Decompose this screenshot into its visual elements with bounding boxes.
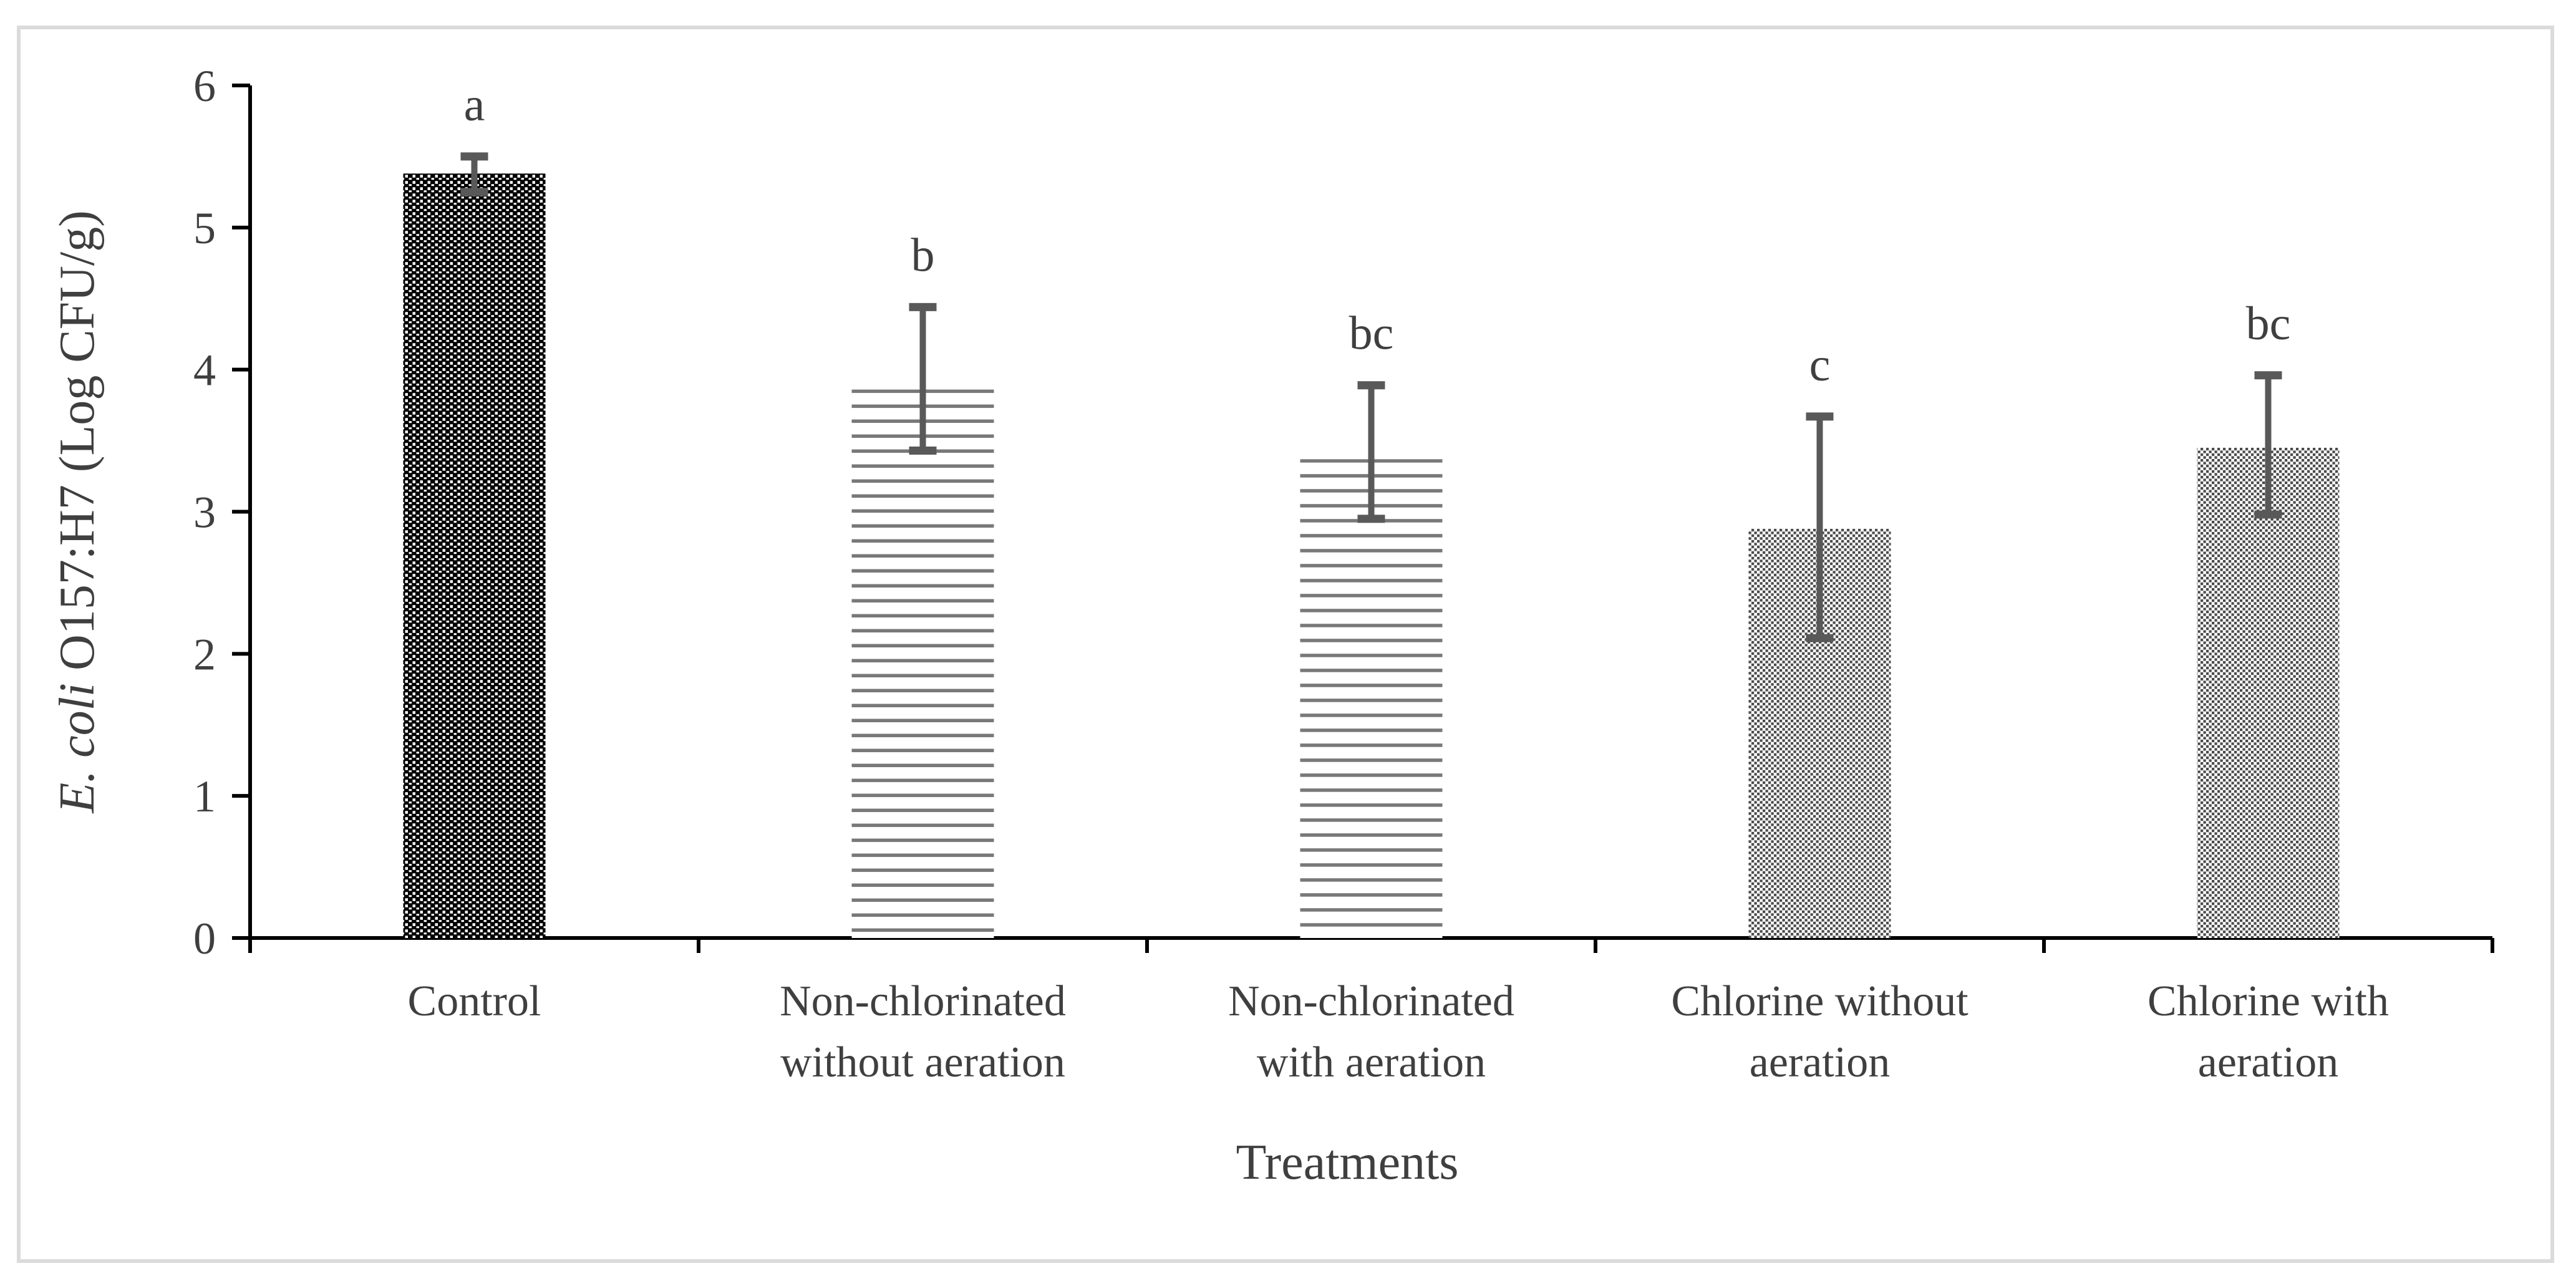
y-tick-label: 1	[193, 771, 216, 821]
y-axis-title-rest: O157:H7 (Log CFU/g)	[50, 210, 105, 683]
sig-letter: c	[1809, 339, 1831, 391]
y-tick-label: 3	[193, 488, 216, 538]
bars-layer	[403, 173, 2340, 939]
x-category-label: Chlorine without	[1671, 977, 1968, 1025]
y-tick-label: 0	[193, 914, 216, 964]
x-category-label: without aeration	[780, 1038, 1065, 1086]
y-tick-label: 4	[193, 346, 216, 395]
x-category-label: with aeration	[1257, 1038, 1486, 1086]
y-tick-label: 2	[193, 629, 216, 679]
x-category-label: aeration	[2198, 1038, 2338, 1086]
bar-chlorine-with-aeration	[2197, 447, 2340, 938]
y-axis-title-species: E. coli	[50, 683, 105, 814]
bar-non-chlorinated-without-aeration	[851, 389, 994, 938]
x-category-label: aeration	[1750, 1038, 1890, 1086]
sig-letter: b	[911, 229, 935, 281]
y-tick-label: 6	[193, 61, 216, 111]
x-category-label: Chlorine with	[2147, 977, 2389, 1025]
text-layer: 0 1 2 3 4 5 6 a Control b Non-chlorinated without a…	[50, 61, 2389, 1190]
bar-non-chlorinated-with-aeration	[1300, 459, 1443, 938]
x-category-label: Control	[408, 977, 541, 1025]
x-category-label: Non-chlorinated	[1228, 977, 1514, 1025]
sig-letter: bc	[1349, 307, 1394, 360]
y-axis-title: E. coli O157:H7 (Log CFU/g)	[50, 210, 105, 814]
figure-border	[17, 26, 2554, 1263]
bar-control	[403, 173, 546, 939]
y-tick-label: 5	[193, 203, 216, 253]
frame-layer	[17, 26, 2554, 1263]
sig-letter: a	[464, 79, 485, 131]
sig-letter: bc	[2246, 297, 2291, 350]
x-axis-title: Treatments	[1236, 1135, 1458, 1190]
error-bars-layer	[460, 152, 2282, 642]
x-category-label: Non-chlorinated	[780, 977, 1066, 1025]
